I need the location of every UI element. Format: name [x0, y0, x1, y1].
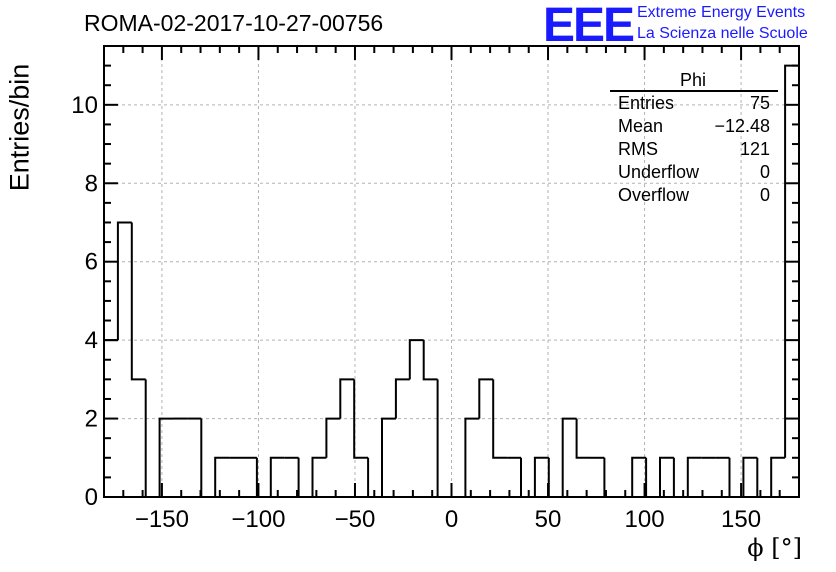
y-tick-label: 0 [85, 484, 98, 511]
y-tick-label: 6 [85, 249, 98, 276]
stats-value-entries: 75 [749, 93, 770, 113]
stats-title: Phi [680, 70, 707, 90]
logo-line-2: La Scienza nelle Scuole [637, 25, 808, 42]
histogram-bin [756, 457, 772, 498]
stats-label-mean: Mean [618, 116, 664, 136]
grid [104, 46, 799, 497]
histogram-bin [436, 379, 452, 498]
stats-label-underflow: Underflow [618, 162, 700, 182]
histogram-bin [478, 378, 494, 419]
histogram-bin [353, 379, 369, 459]
histogram-bin [533, 456, 549, 497]
stats-value-underflow: 0 [759, 162, 770, 182]
histogram-bin [645, 457, 660, 498]
histogram-bin [381, 417, 396, 497]
x-tick-label: −50 [335, 506, 376, 533]
histogram-bin [130, 222, 146, 381]
histogram-bin [269, 456, 285, 497]
x-tick-label: −150 [135, 506, 189, 533]
histogram-bin [297, 457, 313, 498]
y-axis-label: Entries/bin [4, 63, 35, 192]
histogram-bin [575, 418, 591, 459]
stats-value-overflow: 0 [759, 185, 770, 205]
logo-line-1: Extreme Energy Events [637, 4, 806, 21]
x-tick-label: 50 [535, 506, 562, 533]
histogram-bin [770, 456, 786, 497]
histogram-bin [659, 456, 674, 497]
x-tick-label: 100 [625, 506, 665, 533]
histogram-bin [492, 379, 508, 459]
stats-label-rms: RMS [618, 139, 658, 159]
histogram-bin [394, 378, 410, 419]
histogram-bin [422, 340, 438, 381]
histogram-bin [672, 457, 688, 498]
histogram-bin [464, 417, 480, 497]
y-tick-label: 4 [85, 327, 98, 354]
stats-label-entries: Entries [618, 93, 675, 113]
y-tick-label: 8 [85, 170, 98, 197]
page-title: ROMA-02-2017-10-27-00756 [84, 10, 384, 36]
histogram-bin [158, 417, 174, 497]
eee-logo: EEE [543, 0, 635, 52]
histogram-bin [339, 378, 355, 419]
y-tick-label: 2 [85, 406, 98, 433]
histogram-bin [214, 456, 230, 497]
histogram-bin [408, 339, 424, 380]
histogram-bin [116, 221, 132, 341]
stats-value-rms: 121 [739, 139, 770, 159]
histogram-bin [547, 457, 563, 498]
histogram-bin [561, 417, 577, 497]
axis-tick-labels: −150 −100 −50 0 50 100 150 0 2 4 6 8 10 [71, 92, 761, 533]
x-tick-label: −100 [231, 506, 285, 533]
histogram-bin [686, 456, 702, 497]
axis-ticks [104, 45, 799, 498]
stats-value-mean: −12.48 [714, 116, 770, 136]
histogram-bin [311, 456, 327, 497]
x-tick-label: 0 [445, 506, 458, 533]
histogram-bin [742, 456, 758, 497]
stats-label-overflow: Overflow [618, 185, 690, 205]
histogram-bin [325, 417, 341, 458]
y-tick-label: 10 [71, 92, 98, 119]
histogram-bin [144, 379, 160, 498]
x-axis-label: ϕ [°] [747, 534, 802, 562]
x-tick-label: 150 [721, 506, 761, 533]
histogram-bin [200, 418, 216, 498]
histogram-bin [631, 456, 647, 497]
